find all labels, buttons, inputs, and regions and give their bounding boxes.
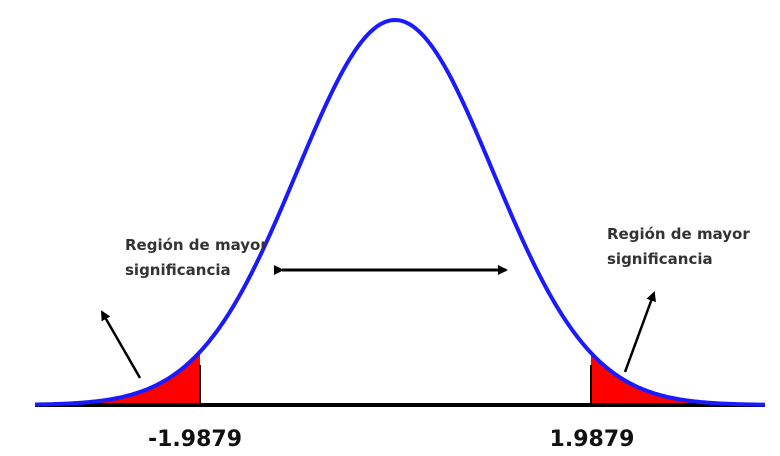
left-note-line: significancia <box>125 261 231 279</box>
left-tail-region <box>35 351 200 405</box>
left-arrow <box>100 310 142 379</box>
left-critical-value: -1.9879 <box>148 427 242 452</box>
right-note-line: significancia <box>607 250 713 268</box>
right-arrow <box>623 291 656 373</box>
right-note-line: Región de mayor <box>607 225 750 243</box>
left-note-line: Región de mayor <box>125 236 268 254</box>
right-critical-value: 1.9879 <box>550 427 635 452</box>
right-tail-region <box>591 352 765 405</box>
normal-curve <box>34 17 766 407</box>
